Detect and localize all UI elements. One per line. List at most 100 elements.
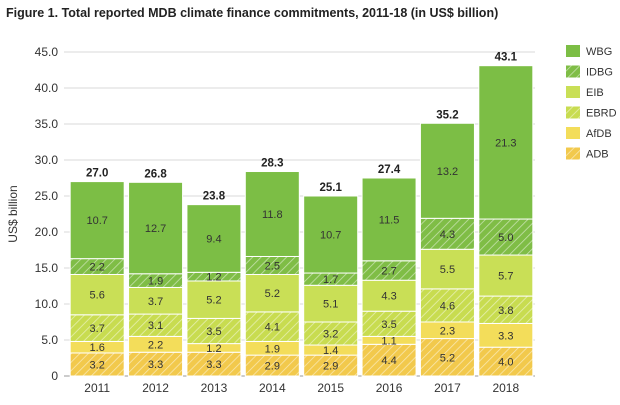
y-tick-label: 45.0	[35, 45, 59, 59]
bar-segment-eib-2017	[419, 248, 475, 290]
data-label: 1.1	[381, 335, 396, 347]
data-label: 1.7	[323, 274, 338, 286]
data-label: 2.2	[90, 262, 105, 274]
bar-segment-eib-2014	[244, 273, 300, 313]
bar-segment-wbg-2012	[128, 181, 184, 275]
legend-swatch-eib	[566, 86, 580, 98]
bar-segment-adb-2017	[419, 338, 475, 377]
data-label: 5.5	[440, 264, 455, 276]
legend-label: AfDB	[586, 128, 612, 140]
bars	[69, 65, 534, 377]
data-label: 11.8	[262, 209, 283, 221]
data-label: 3.5	[206, 326, 221, 338]
bar-segment-wbg-2018	[478, 65, 534, 220]
data-labels: 3.2 1.6 3.7 5.6 2.2 10.7 27.0 3.3 2.2 3.1 3.7 1.9 12…	[86, 52, 518, 373]
data-label: 9.4	[206, 233, 221, 245]
x-tick-label: 2012	[142, 381, 169, 395]
data-label: 13.2	[437, 166, 458, 178]
data-label: 5.6	[90, 290, 105, 302]
y-tick-label: 35.0	[35, 117, 59, 131]
y-tick-label: 5.0	[41, 333, 58, 347]
y-tick-label: 10.0	[35, 297, 59, 311]
data-label: 2.3	[440, 325, 455, 337]
data-label: 3.5	[381, 319, 396, 331]
data-label: 3.1	[148, 320, 163, 332]
bar-segment-idbg-2017	[419, 217, 475, 250]
bar-segment-eib-2015	[303, 284, 359, 323]
total-label: 27.4	[378, 164, 401, 176]
data-label: 4.3	[440, 229, 455, 241]
total-label: 23.8	[203, 191, 226, 203]
x-tick-label: 2015	[317, 381, 344, 395]
bar-segment-wbg-2013	[186, 204, 242, 273]
x-tick-label: 2018	[492, 381, 519, 395]
bar-segment-wbg-2014	[244, 171, 300, 257]
legend-label: ADB	[586, 149, 609, 161]
total-label: 25.1	[319, 182, 342, 194]
data-label: 4.6	[440, 300, 455, 312]
data-label: 3.7	[90, 323, 105, 335]
data-label: 21.3	[495, 137, 516, 149]
data-label: 3.3	[498, 330, 513, 342]
data-label: 3.2	[90, 359, 105, 371]
bar-segment-wbg-2016	[361, 177, 417, 262]
data-label: 5.1	[323, 299, 338, 311]
bar-segment-ebrd-2014	[244, 311, 300, 342]
data-label: 4.4	[381, 355, 396, 367]
data-label: 4.3	[381, 291, 396, 303]
data-label: 5.2	[265, 288, 280, 300]
total-label: 35.2	[436, 109, 458, 121]
legend-swatch-adb	[566, 147, 580, 160]
data-label: 3.2	[323, 329, 338, 341]
y-axis-label: US$ billion	[6, 185, 20, 242]
bar-segment-wbg-2015	[303, 195, 359, 274]
data-label: 3.3	[148, 359, 163, 371]
data-label: 1.2	[206, 272, 221, 284]
data-label: 1.6	[90, 342, 105, 354]
legend-label: EBRD	[586, 108, 617, 120]
y-tick-label: 30.0	[35, 153, 59, 167]
data-label: 4.1	[265, 322, 280, 334]
data-label: 3.7	[148, 296, 163, 308]
x-tick-label: 2014	[259, 381, 286, 395]
x-tick-label: 2011	[84, 381, 110, 395]
data-label: 2.5	[265, 260, 280, 272]
x-axis: 2011 2012 2013 2014 2015 2016 2017 2018	[84, 381, 519, 395]
legend-label: EIB	[586, 87, 604, 99]
y-tick-label: 40.0	[35, 81, 59, 95]
y-tick-label: 25.0	[35, 189, 59, 203]
data-label: 5.2	[440, 352, 455, 364]
bar-segment-adb-2016	[361, 343, 417, 377]
data-label: 12.7	[145, 223, 166, 235]
bar-segment-wbg-2017	[419, 122, 475, 219]
bar-segment-ebrd-2017	[419, 288, 475, 323]
bar-segment-wbg-2011	[69, 181, 125, 260]
data-label: 2.7	[381, 266, 396, 278]
data-label: 1.4	[323, 345, 338, 357]
legend-label: WBG	[586, 46, 612, 58]
total-label: 27.0	[86, 168, 108, 180]
total-label: 28.3	[261, 158, 283, 170]
chart-title: Figure 1. Total reported MDB climate fin…	[6, 6, 499, 20]
data-label: 2.9	[265, 361, 280, 373]
total-label: 43.1	[495, 52, 518, 64]
y-tick-label: 0	[51, 369, 58, 383]
data-label: 4.0	[498, 357, 513, 369]
y-tick-label: 15.0	[35, 261, 59, 275]
data-label: 1.2	[206, 343, 221, 355]
legend-swatch-wbg	[566, 45, 580, 57]
data-label: 5.0	[498, 232, 513, 244]
data-label: 10.7	[86, 215, 107, 227]
data-label: 1.9	[265, 343, 280, 355]
y-axis: 0 5.0 10.0 15.0 20.0 25.0 30.0 35.0 40.0 45.0 US$ …	[6, 45, 58, 383]
data-label: 1.9	[148, 276, 163, 288]
legend: WBG IDBG EIB EBRD AfDB ADB	[566, 45, 617, 161]
legend-label: IDBG	[586, 67, 613, 79]
data-label: 3.3	[206, 359, 221, 371]
legend-swatch-afdb	[566, 127, 580, 139]
data-label: 10.7	[320, 230, 341, 242]
legend-swatch-idbg	[566, 65, 580, 78]
total-label: 26.8	[144, 168, 167, 180]
